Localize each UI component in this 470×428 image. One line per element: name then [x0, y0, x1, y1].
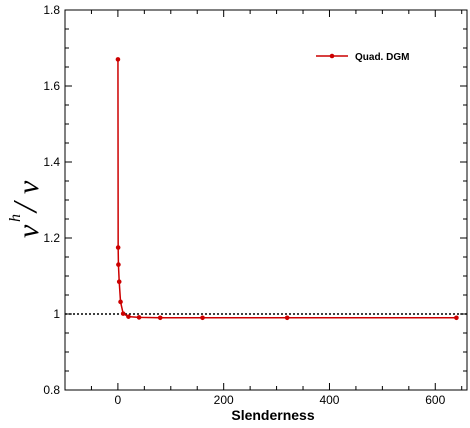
- legend-label: Quad. DGM: [355, 52, 409, 63]
- y-axis-title-denominator: v: [12, 180, 45, 194]
- plot-area: [64, 9, 468, 391]
- x-tick-label: 400: [319, 393, 339, 407]
- y-axis-title-superscript: h: [7, 214, 24, 222]
- data-point: [454, 315, 459, 321]
- y-tick-label: 1: [53, 307, 60, 321]
- y-tick-label: 1.4: [43, 155, 60, 169]
- series-layer: [115, 57, 459, 321]
- y-tick-label: 1.2: [43, 231, 60, 245]
- data-point: [284, 315, 290, 321]
- x-tick-label: 600: [425, 393, 445, 407]
- data-point: [115, 245, 121, 250]
- y-tick-label: 1.8: [43, 3, 60, 17]
- y-axis-title-numerator: v: [12, 224, 45, 238]
- y-axis-title: v h / v: [7, 180, 45, 238]
- data-point: [115, 57, 121, 62]
- x-axis-title: Slenderness: [231, 407, 314, 423]
- y-axis-title-slash: /: [7, 199, 44, 214]
- legend: Quad. DGM: [316, 52, 409, 63]
- legend-marker: [329, 53, 335, 59]
- series-line: [117, 59, 457, 319]
- x-tick-label: 0: [115, 393, 122, 407]
- axis-ticks: 0 200 400 600 0.8 1 1.2 1.4 1.6 1.8: [43, 3, 467, 407]
- plot-frame: [64, 9, 468, 391]
- data-point: [120, 311, 126, 316]
- data-point: [118, 299, 123, 305]
- x-tick-label: 200: [214, 393, 234, 407]
- data-point: [116, 279, 122, 285]
- data-point: [136, 315, 142, 320]
- y-tick-label: 0.8: [43, 383, 60, 397]
- data-point: [126, 314, 131, 319]
- data-point: [116, 262, 121, 267]
- data-point: [200, 315, 205, 321]
- y-tick-label: 1.6: [43, 79, 60, 93]
- data-point: [157, 315, 163, 321]
